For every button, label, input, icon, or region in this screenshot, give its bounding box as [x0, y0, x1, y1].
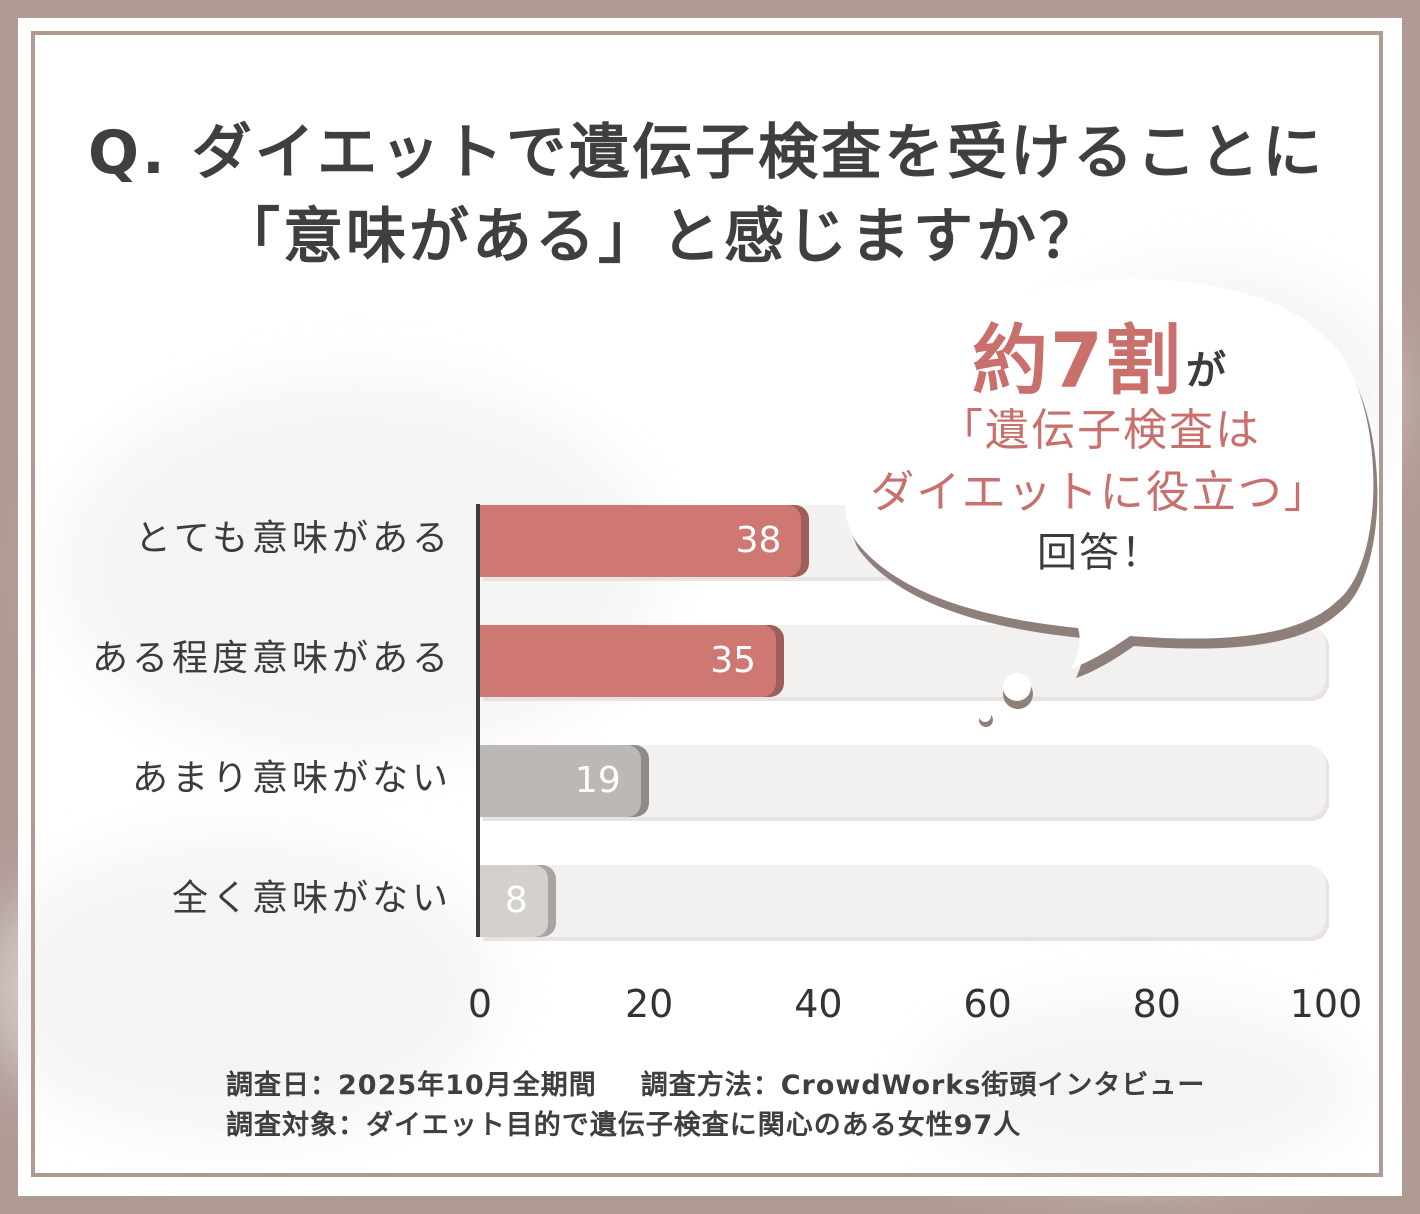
title-line-2: 「意味がある」と感じますか？	[220, 202, 1102, 272]
background-shadow	[0, 838, 498, 1138]
y-axis-line	[476, 504, 480, 937]
thought-dot-small	[979, 710, 991, 722]
survey-target: 調査対象：ダイエット目的で遺伝子検査に関心のある女性97人	[226, 1110, 1022, 1141]
inner-border	[31, 31, 1383, 1177]
x-tick-label: 20	[625, 982, 674, 1026]
bar-value-label: 38	[735, 520, 782, 561]
x-tick-label: 40	[794, 982, 843, 1026]
category-label: 全く意味がない	[171, 878, 452, 919]
bar-value-label: 35	[710, 640, 757, 681]
callout-quote-line-2: ダイエットに役立つ」	[870, 467, 1330, 518]
category-label: あまり意味がない	[131, 758, 452, 799]
bar	[480, 505, 802, 577]
speech-bubble-body	[844, 279, 1374, 668]
title-line-1: Q. ダイエットで遺伝子検査を受けることに	[88, 118, 1326, 188]
callout-ending: 回答！	[1037, 530, 1163, 576]
bar-value-label: 8	[504, 880, 528, 921]
callout-particle: が	[1186, 348, 1226, 394]
bar	[480, 865, 548, 937]
x-tick-label: 100	[1289, 982, 1363, 1026]
bar	[480, 745, 641, 817]
category-label: とても意味がある	[134, 518, 452, 559]
x-tick-label: 80	[1132, 982, 1181, 1026]
x-tick-label: 60	[963, 982, 1012, 1026]
x-tick-label: 0	[467, 982, 493, 1026]
callout-quote-line-1: 「遺伝子検査は	[939, 405, 1261, 456]
bar-value-label: 19	[574, 760, 621, 801]
bar	[480, 625, 777, 697]
callout-headline: 約7割	[972, 316, 1183, 405]
background-shadow	[918, 998, 1358, 1178]
category-label: ある程度意味がある	[91, 638, 452, 679]
survey-method: 調査方法：CrowdWorks街頭インタビュー	[640, 1070, 1206, 1101]
thought-dot-large	[1003, 673, 1031, 701]
bar-track	[480, 865, 1326, 937]
survey-date: 調査日：2025年10月全期間	[226, 1070, 597, 1101]
survey-info-line-1: 調査日：2025年10月全期間 調査方法：CrowdWorks街頭インタビュー	[226, 1068, 1205, 1104]
